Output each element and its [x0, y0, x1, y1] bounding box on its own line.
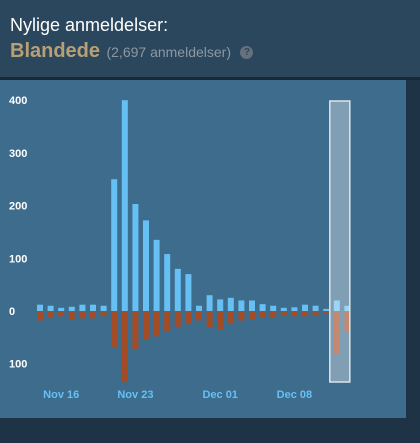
- positive-bar[interactable]: [270, 305, 277, 311]
- negative-bar[interactable]: [249, 311, 255, 319]
- positive-bar[interactable]: [227, 297, 234, 311]
- negative-bar[interactable]: [312, 311, 319, 316]
- positive-bar[interactable]: [323, 308, 330, 311]
- reviews-header: Nylige anmeldelser: Blandede (2,697 anme…: [10, 14, 410, 63]
- positive-bar[interactable]: [206, 295, 213, 311]
- positive-bar[interactable]: [90, 304, 96, 311]
- negative-bar[interactable]: [185, 311, 192, 325]
- positive-bar[interactable]: [47, 305, 54, 311]
- help-icon[interactable]: ?: [240, 46, 254, 59]
- y-tick-label: 100: [9, 253, 27, 265]
- y-tick-label: 0: [9, 306, 15, 318]
- histogram-svg: 400 300 200 100 0 100 Nov 16 Nov 23 Dec 01 Dec 0…: [9, 95, 351, 401]
- x-tick-label: Dec 01: [202, 389, 237, 401]
- positive-bar[interactable]: [249, 300, 255, 311]
- negative-bar[interactable]: [111, 311, 118, 347]
- negative-bar[interactable]: [217, 311, 224, 329]
- positive-bar[interactable]: [68, 306, 75, 311]
- positive-bar[interactable]: [312, 305, 319, 311]
- positive-bar[interactable]: [280, 307, 287, 311]
- negative-bar[interactable]: [90, 311, 96, 319]
- negative-bar[interactable]: [344, 311, 351, 333]
- negative-bar[interactable]: [100, 311, 107, 317]
- positive-bar[interactable]: [132, 204, 139, 311]
- y-tick-label: 400: [9, 95, 27, 107]
- negative-bar[interactable]: [280, 311, 287, 316]
- reviews-title: Nylige anmeldelser:: [10, 15, 169, 35]
- x-tick-label: Nov 23: [117, 389, 153, 401]
- positive-bar[interactable]: [58, 307, 65, 311]
- negative-bar[interactable]: [164, 311, 171, 332]
- negative-bar[interactable]: [206, 311, 213, 328]
- negative-bar[interactable]: [68, 311, 75, 320]
- positive-bar[interactable]: [238, 300, 245, 311]
- divider: [0, 77, 420, 80]
- review-summary: Blandede (2,697 anmeldelser) ?: [10, 40, 410, 63]
- negative-bar[interactable]: [238, 311, 245, 321]
- positive-bar[interactable]: [164, 254, 171, 311]
- positive-bar[interactable]: [153, 239, 160, 311]
- positive-bar[interactable]: [37, 304, 43, 311]
- negative-bar[interactable]: [323, 311, 330, 314]
- positive-bar[interactable]: [174, 268, 181, 311]
- negative-bar[interactable]: [270, 311, 277, 318]
- positive-bar[interactable]: [79, 304, 86, 311]
- positive-bar[interactable]: [196, 305, 202, 311]
- negative-bar[interactable]: [196, 311, 202, 321]
- negative-bar[interactable]: [121, 311, 128, 383]
- positive-bar[interactable]: [344, 305, 351, 311]
- review-count: (2,697 anmeldelser): [106, 44, 231, 60]
- negative-bar[interactable]: [79, 311, 86, 319]
- positive-bar[interactable]: [302, 304, 308, 311]
- y-tick-label: 300: [9, 148, 27, 160]
- review-histogram: 400 300 200 100 0 100 Nov 16 Nov 23 Dec 01 Dec 0…: [0, 80, 406, 418]
- panel-footer: [0, 418, 420, 443]
- review-rating[interactable]: Blandede: [10, 40, 101, 62]
- positive-bar[interactable]: [291, 307, 298, 311]
- negative-bar[interactable]: [227, 311, 234, 324]
- negative-bar[interactable]: [47, 311, 54, 318]
- negative-bar[interactable]: [58, 311, 65, 317]
- negative-bar[interactable]: [143, 311, 149, 340]
- positive-bar[interactable]: [143, 220, 149, 311]
- range-selection-highlight[interactable]: [329, 100, 351, 383]
- positive-bar[interactable]: [111, 179, 118, 311]
- negative-bar[interactable]: [153, 311, 160, 337]
- negative-bar[interactable]: [259, 311, 266, 318]
- negative-bar[interactable]: [132, 311, 139, 349]
- negative-bar[interactable]: [174, 311, 181, 327]
- y-tick-label: 200: [9, 201, 27, 213]
- positive-bar[interactable]: [100, 305, 107, 311]
- positive-bar[interactable]: [333, 300, 340, 311]
- x-tick-label: Nov 16: [43, 389, 79, 401]
- negative-bar[interactable]: [37, 311, 43, 321]
- negative-bar[interactable]: [333, 311, 340, 355]
- negative-bar[interactable]: [291, 311, 298, 317]
- negative-bar[interactable]: [302, 311, 308, 317]
- x-tick-label: Dec 08: [277, 389, 312, 401]
- positive-bar[interactable]: [217, 299, 224, 311]
- positive-bar[interactable]: [185, 274, 192, 311]
- positive-bar[interactable]: [259, 304, 266, 311]
- positive-bar[interactable]: [121, 100, 128, 311]
- y-tick-label: 100: [9, 359, 27, 371]
- panel-edge: [406, 80, 420, 443]
